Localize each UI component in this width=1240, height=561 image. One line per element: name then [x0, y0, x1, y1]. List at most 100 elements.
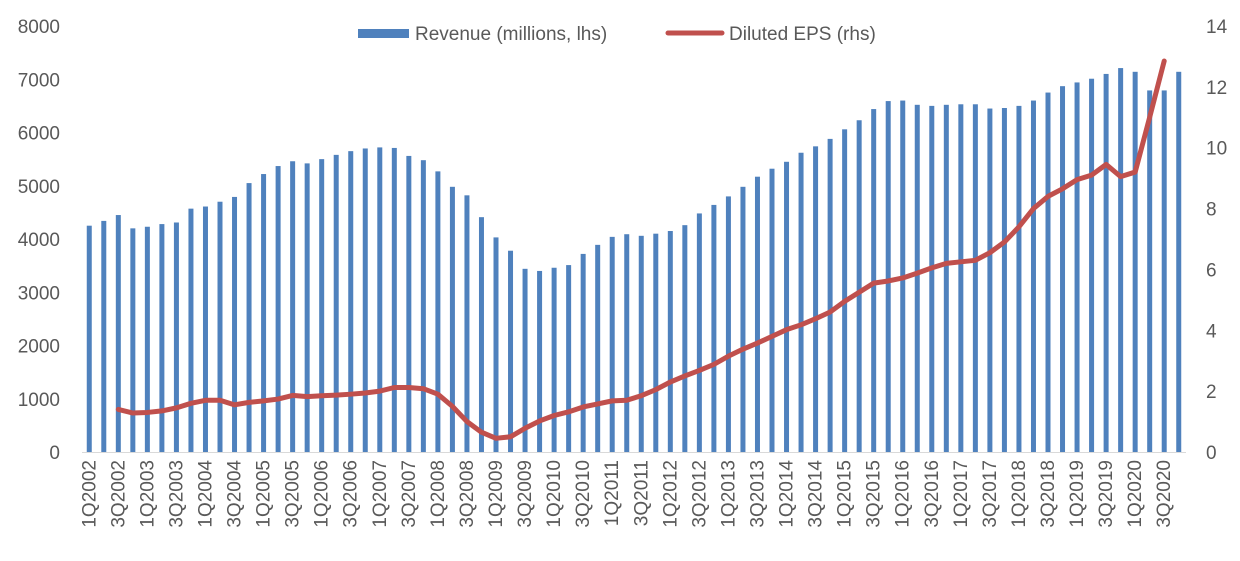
revenue-bar-3Q2016 [929, 105, 935, 453]
x-tick-label: 1Q2016 [893, 460, 914, 528]
revenue-bar-2Q2003 [159, 224, 165, 452]
x-tick-label: 3Q2014 [806, 460, 827, 528]
x-tick-label: 1Q2014 [777, 460, 798, 528]
eps-line [115, 58, 1167, 441]
x-tick-label: 1Q2018 [1009, 460, 1030, 528]
revenue-bar-2Q2010 [566, 265, 572, 452]
y-axis-right: 0 2 4 6 8 10 12 14 [1206, 17, 1228, 464]
y-left-tick-label: 7000 [18, 70, 60, 91]
revenue-bar-2Q2020 [1147, 90, 1153, 453]
x-tick-label: 3Q2020 [1154, 460, 1175, 528]
revenue-bar-4Q2013 [769, 168, 775, 452]
x-tick-label: 1Q2004 [195, 460, 216, 528]
revenue-bar-3Q2020 [1161, 90, 1167, 453]
y-left-tick-label: 6000 [18, 124, 60, 145]
revenue-bar-4Q2019 [1118, 68, 1124, 452]
x-tick-label: 1Q2020 [1125, 460, 1146, 528]
y-left-tick-label: 2000 [18, 337, 60, 358]
revenue-bar-3Q2019 [1103, 73, 1109, 453]
y-right-tick-label: 8 [1206, 200, 1217, 221]
revenue-bar-1Q2011 [609, 236, 615, 452]
revenue-bar-3Q2017 [987, 108, 993, 452]
revenue-bar-1Q2010 [551, 267, 557, 452]
revenue-bar-4Q2005 [304, 163, 310, 452]
revenue-bar-3Q2006 [348, 151, 354, 452]
y-left-tick-label: 3000 [18, 283, 60, 304]
revenue-bar-1Q2014 [784, 161, 790, 453]
revenue-bar-4Q2011 [653, 233, 659, 452]
revenue-bar-3Q2005 [290, 161, 296, 452]
x-tick-label: 1Q2006 [312, 460, 333, 528]
y-right-tick-label: 10 [1206, 139, 1227, 160]
revenue-bar-3Q2015 [871, 109, 877, 452]
revenue-bar-4Q2016 [943, 104, 949, 452]
x-tick-label: 3Q2013 [747, 460, 768, 528]
revenue-bar-3Q2012 [696, 213, 702, 452]
eps-line-layer [115, 58, 1167, 441]
revenue-bar-1Q2015 [842, 129, 848, 452]
revenue-bar-2Q2004 [217, 201, 223, 452]
x-tick-label: 3Q2003 [166, 460, 187, 528]
revenue-bar-2Q2015 [856, 120, 862, 452]
revenue-bar-1Q2009 [493, 237, 499, 452]
revenue-bar-1Q2002 [86, 225, 92, 452]
revenue-bar-4Q2020 [1176, 71, 1182, 453]
x-tick-label: 1Q2015 [835, 460, 856, 528]
y-left-tick-label: 0 [49, 443, 60, 464]
revenue-bar-2Q2008 [449, 186, 455, 452]
x-tick-label: 3Q2006 [341, 460, 362, 528]
x-tick-label: 3Q2008 [457, 460, 478, 528]
y-right-tick-label: 0 [1206, 443, 1217, 464]
y-left-tick-label: 1000 [18, 390, 60, 411]
revenue-bar-1Q2019 [1074, 82, 1080, 452]
revenue-bar-3Q2003 [173, 222, 179, 452]
revenue-bar-2Q2014 [798, 152, 804, 453]
x-tick-label: 3Q2017 [980, 460, 1001, 528]
revenue-bar-2Q2016 [914, 104, 920, 452]
revenue-bar-1Q2013 [725, 196, 731, 452]
revenue-bar-2Q2005 [275, 166, 281, 453]
x-tick-label: 3Q2012 [689, 460, 710, 528]
x-tick-label: 3Q2007 [399, 460, 420, 528]
revenue-bar-3Q2008 [464, 195, 470, 452]
revenue-bar-4Q2002 [130, 228, 136, 452]
revenue-bar-2Q2009 [508, 250, 514, 452]
x-tick-label: 1Q2013 [718, 460, 739, 528]
revenue-bar-1Q2003 [144, 226, 150, 452]
revenue-bar-3Q2002 [115, 215, 121, 452]
revenue-bar-2Q2011 [624, 234, 630, 452]
revenue-bar-1Q2004 [202, 206, 208, 452]
revenue-bar-4Q2018 [1060, 86, 1066, 453]
revenue-bar-1Q2020 [1132, 71, 1138, 453]
x-tick-label: 1Q2009 [486, 460, 507, 528]
x-tick-label: 1Q2003 [137, 460, 158, 528]
revenue-bar-3Q2013 [754, 176, 760, 452]
x-tick-label: 3Q2004 [225, 460, 246, 528]
revenue-bar-3Q2007 [406, 155, 412, 452]
legend-label-revenue: Revenue (millions, lhs) [415, 24, 607, 45]
x-tick-label: 3Q2002 [108, 460, 129, 528]
revenue-bar-3Q2014 [813, 146, 819, 452]
legend: Revenue (millions, lhs) Diluted EPS (rhs… [358, 24, 876, 45]
revenue-bar-2Q2017 [972, 104, 978, 452]
revenue-bar-3Q2009 [522, 268, 528, 452]
x-tick-label: 1Q2007 [370, 460, 391, 528]
legend-swatch-revenue [358, 29, 409, 38]
x-tick-label: 3Q2019 [1096, 460, 1117, 528]
y-left-tick-label: 5000 [18, 177, 60, 198]
revenue-bar-4Q2012 [711, 204, 717, 452]
revenue-bar-1Q2007 [377, 147, 383, 452]
y-left-tick-label: 8000 [18, 17, 60, 38]
revenue-bar-1Q2018 [1016, 105, 1022, 453]
y-axis-left: 0 1000 2000 3000 4000 5000 6000 7000 8000 [18, 17, 60, 464]
x-tick-label: 1Q2017 [951, 460, 972, 528]
revenue-bar-3Q2018 [1045, 92, 1051, 452]
y-left-tick-label: 4000 [18, 230, 60, 251]
y-right-tick-label: 14 [1206, 17, 1228, 38]
x-axis: 1Q2002 3Q2002 1Q2003 3Q2003 1Q2004 3Q2004 1Q20… [79, 452, 1186, 528]
x-tick-label: 3Q2018 [1038, 460, 1059, 528]
x-tick-label: 1Q2019 [1067, 460, 1088, 528]
legend-label-eps: Diluted EPS (rhs) [729, 24, 876, 45]
revenue-bar-2Q2013 [740, 186, 746, 452]
